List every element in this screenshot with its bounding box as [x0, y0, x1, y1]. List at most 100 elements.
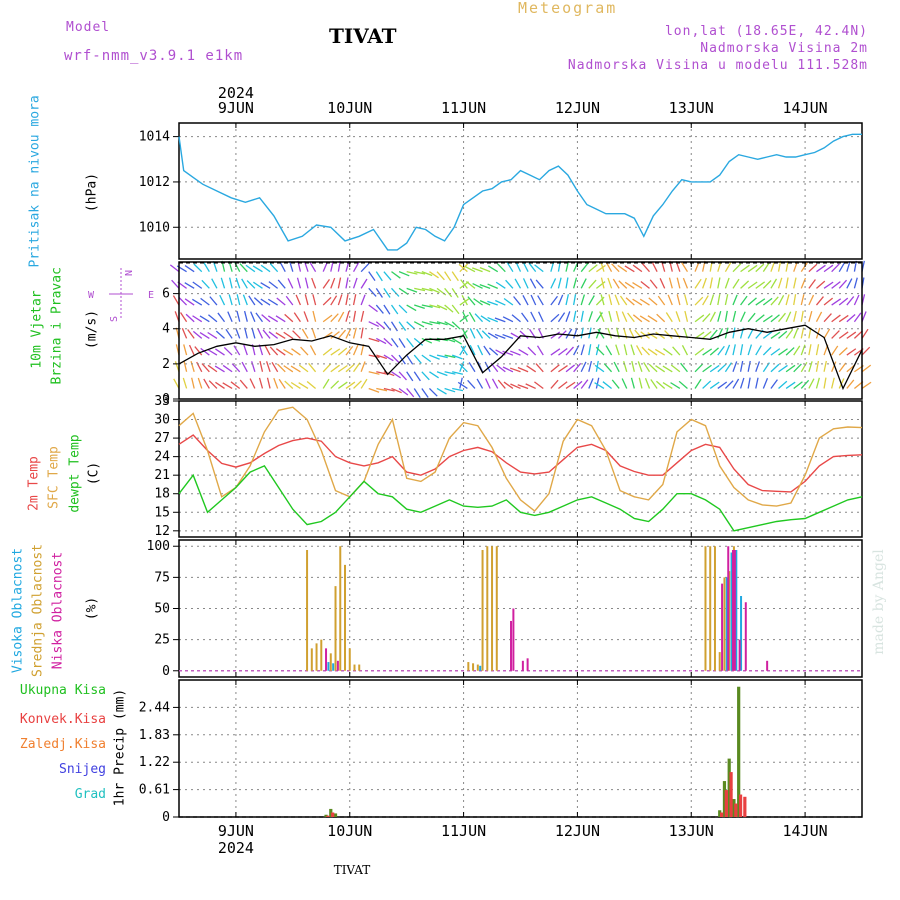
wind-barb [468, 362, 476, 373]
wind-barb [747, 328, 754, 339]
wind-barb [770, 296, 779, 306]
wind-barb [483, 345, 491, 356]
wind-barb [675, 311, 681, 322]
bottom-date-label: 10JUN [327, 822, 372, 840]
wind-barb [770, 314, 780, 323]
wind-barb [414, 287, 426, 292]
wind-barb [497, 263, 506, 273]
wind-barb [793, 327, 799, 339]
wind-barb [421, 321, 433, 326]
wind-barb [413, 371, 421, 382]
wind-barb [312, 294, 317, 306]
wind-barb [495, 299, 506, 306]
wind-barb [337, 347, 348, 356]
wind-barb [702, 277, 707, 289]
wind-barb [588, 311, 594, 322]
wind-barb [572, 277, 578, 289]
wind-barb [670, 364, 681, 373]
wind-barb [360, 278, 368, 289]
wind-barb [638, 377, 643, 389]
wind-barb [588, 378, 594, 389]
wind-barb [681, 344, 689, 356]
wind-barb [467, 296, 476, 306]
wind-barb [815, 360, 820, 372]
wind-barb [208, 314, 218, 323]
wind-barb [732, 378, 740, 389]
wind-barb [627, 312, 635, 323]
wind-barb [444, 271, 452, 282]
wind-barb [510, 383, 521, 390]
wind-barb [565, 381, 576, 389]
precip-ytick-label: 1.22 [139, 755, 170, 770]
bottom-date-label: 11JUN [441, 822, 486, 840]
wind-barb [352, 310, 357, 322]
wind-barb [311, 327, 317, 339]
model-altitude-label: Nadmorska Visina u modelu 111.528m [567, 58, 868, 73]
wind-barb [207, 348, 218, 356]
wind-barb [611, 263, 620, 273]
wind-barb [181, 327, 188, 339]
wind-barb [740, 280, 750, 289]
wind-barb [823, 297, 834, 306]
conv-precip-bar [734, 803, 738, 817]
meteogram-label: Meteogram [518, 0, 618, 17]
wind-barb [724, 344, 731, 356]
wind-barb [242, 294, 248, 306]
wind-barb [390, 338, 399, 348]
wind-barb [511, 314, 521, 323]
temp-ytick-label: 12 [154, 524, 170, 539]
wind-barb [444, 387, 456, 393]
wind-barb [497, 379, 506, 389]
pressure-line [178, 133, 862, 251]
wind-barb [770, 331, 781, 339]
wind-barb [243, 344, 248, 356]
wind-barb [223, 346, 233, 356]
wind-barb [831, 345, 839, 356]
wind-barb [303, 311, 309, 322]
wind-barb [484, 378, 491, 389]
wind-barb [755, 281, 766, 289]
wind-barb [681, 262, 689, 273]
wind-barb [444, 354, 456, 359]
wind-barb [678, 380, 688, 389]
wind-barb [694, 296, 704, 306]
top-year-label: 2024 [218, 84, 254, 102]
wind-barb [565, 328, 573, 339]
wind-barb [747, 264, 758, 273]
wind-barb [694, 278, 702, 289]
wind-barb [793, 310, 797, 322]
wind-barb [368, 287, 377, 297]
wind-barb [777, 294, 785, 306]
compass-s-label: S [109, 316, 120, 322]
wind-barb [345, 381, 356, 389]
wind-barb [231, 363, 241, 373]
wind-barb [808, 361, 813, 372]
wind-barb [337, 277, 342, 289]
wind-barb [257, 328, 264, 339]
wind-barb [275, 348, 286, 356]
wind-barb [740, 295, 748, 306]
wind-barb [580, 310, 584, 322]
wind-barb [376, 371, 388, 375]
wind-barb [611, 379, 620, 389]
wind-barb [413, 321, 425, 328]
wind-barb [182, 377, 188, 389]
conv-precip-bar [720, 812, 724, 817]
wind-barb [444, 287, 453, 298]
conv-precip-bar [738, 794, 743, 817]
wind-barb [383, 287, 391, 298]
wind-barb [491, 378, 499, 389]
wind-barb [838, 279, 848, 289]
pressure-ytick-label: 1010 [139, 220, 170, 235]
wind-barb [421, 371, 430, 381]
wind-barb [522, 261, 529, 272]
wind-barb [391, 271, 401, 279]
wind-ytick-label: 6 [162, 287, 170, 302]
wind-barb [259, 360, 264, 372]
top-date-label: 9JUN [218, 99, 254, 117]
wind-barb [785, 277, 789, 289]
wind-barb [755, 361, 761, 372]
wind-barb [595, 346, 605, 356]
wind-barb [747, 377, 751, 389]
wind-barb [641, 346, 650, 356]
